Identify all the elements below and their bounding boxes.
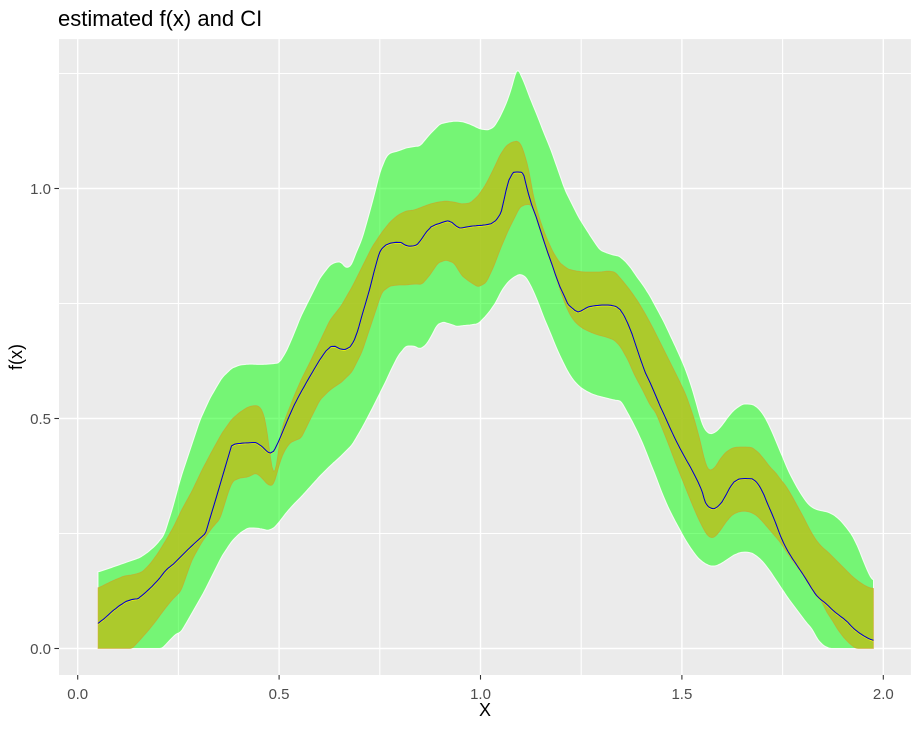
svg-text:1.0: 1.0 [30, 181, 51, 198]
svg-text:f(x): f(x) [6, 344, 26, 370]
svg-text:0.0: 0.0 [30, 641, 51, 658]
svg-text:1.5: 1.5 [671, 686, 692, 703]
svg-text:1.0: 1.0 [470, 686, 491, 703]
svg-text:estimated f(x) and CI: estimated f(x) and CI [58, 6, 262, 31]
svg-text:0.5: 0.5 [269, 686, 290, 703]
svg-text:0.0: 0.0 [67, 686, 88, 703]
svg-text:2.0: 2.0 [873, 686, 894, 703]
svg-text:X: X [479, 700, 491, 720]
svg-text:0.5: 0.5 [30, 411, 51, 428]
